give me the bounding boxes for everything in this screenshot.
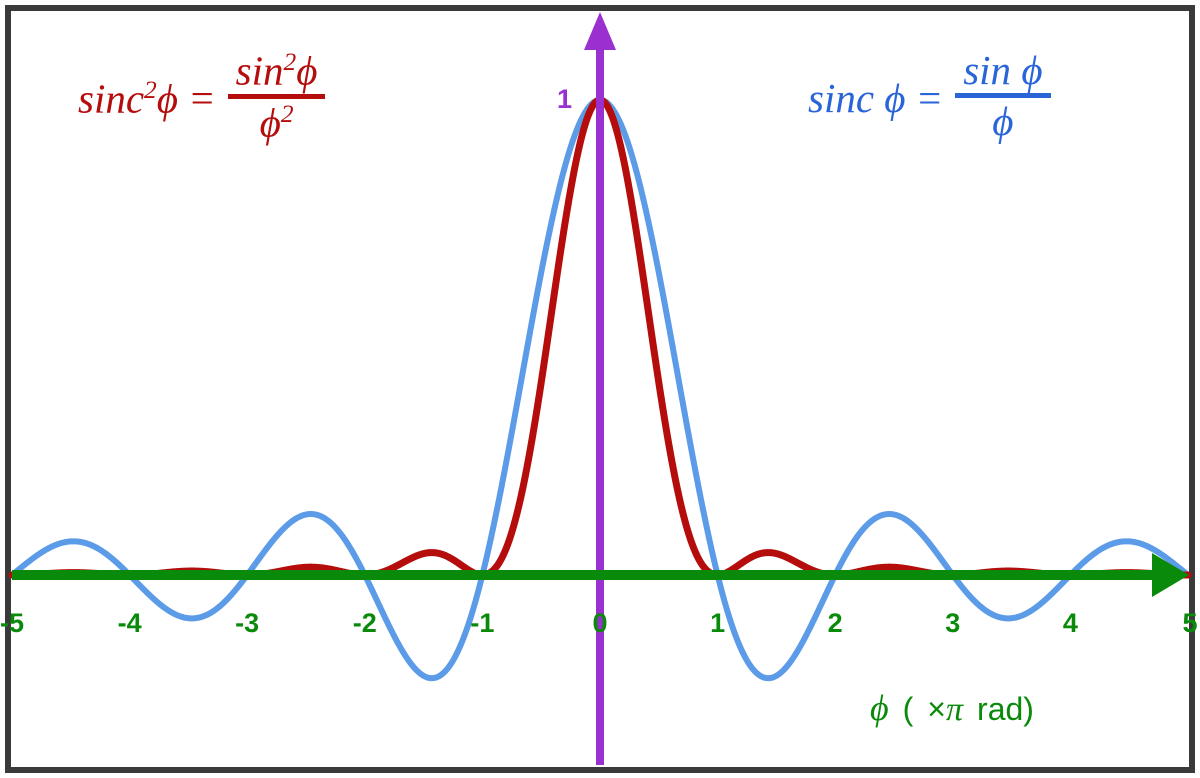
y-axis-arrowhead: [584, 12, 616, 50]
formula-right-fraction: sin ϕ ϕ: [955, 47, 1051, 144]
formula-left-numerator: sin2ϕ: [235, 47, 318, 94]
y-axis-line: [596, 40, 604, 765]
y-axis-value-label: 1: [557, 84, 573, 114]
x-axis-title-pi: π: [945, 691, 964, 728]
x-tick-label: 3: [945, 608, 961, 638]
formula-right-fraction-bar: [955, 93, 1051, 98]
formula-right-denominator: ϕ: [992, 98, 1014, 144]
formula-left-fraction-bar: [227, 93, 326, 99]
formula-right-equals: =: [915, 74, 944, 121]
x-tick-label: 4: [1062, 608, 1078, 638]
formula-left-lhs: sinc2ϕ: [78, 75, 178, 122]
x-tick-label: 5: [1182, 608, 1198, 638]
x-axis-arrowhead: [1152, 553, 1189, 597]
x-axis-title-unit: rad: [977, 691, 1024, 727]
x-tick-label: -4: [117, 608, 142, 638]
formula-right-numerator: sin ϕ: [963, 47, 1043, 93]
formula-sinc: sinc ϕ = sin ϕ ϕ: [808, 47, 1051, 144]
x-axis-title: ϕ ( ×π rad): [870, 690, 1034, 727]
x-axis-title-variable: ϕ: [870, 688, 889, 728]
x-axis-title-times: ×: [927, 691, 946, 727]
x-tick-label: 0: [592, 608, 608, 638]
x-tick-label: -3: [235, 608, 260, 638]
formula-left-denominator: ϕ2: [259, 99, 294, 146]
formula-right-lhs: sinc ϕ: [808, 74, 906, 121]
formula-left-fraction: sin2ϕ ϕ2: [227, 47, 326, 146]
x-tick-label: -1: [470, 608, 495, 638]
x-tick-label: 1: [710, 608, 726, 638]
formula-left-equals: =: [187, 75, 216, 122]
formula-sinc-squared: sinc2ϕ = sin2ϕ ϕ2: [78, 47, 326, 146]
x-tick-label: 2: [827, 608, 843, 638]
x-tick-label: -5: [0, 608, 25, 638]
x-axis-line: [12, 570, 1175, 580]
x-axis-title-open-paren: (: [902, 691, 914, 727]
axis-group: [12, 12, 1189, 765]
x-tick-label: -2: [352, 608, 377, 638]
x-axis-title-close-paren: ): [1023, 691, 1034, 727]
